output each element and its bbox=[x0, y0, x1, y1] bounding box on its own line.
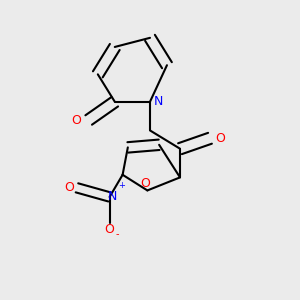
Text: O: O bbox=[71, 113, 81, 127]
Text: N: N bbox=[154, 95, 163, 108]
Text: N: N bbox=[107, 190, 117, 203]
Text: O: O bbox=[140, 177, 150, 190]
Text: +: + bbox=[118, 182, 125, 190]
Text: O: O bbox=[105, 223, 115, 236]
Text: -: - bbox=[115, 229, 119, 239]
Text: O: O bbox=[64, 181, 74, 194]
Text: O: O bbox=[215, 132, 225, 145]
